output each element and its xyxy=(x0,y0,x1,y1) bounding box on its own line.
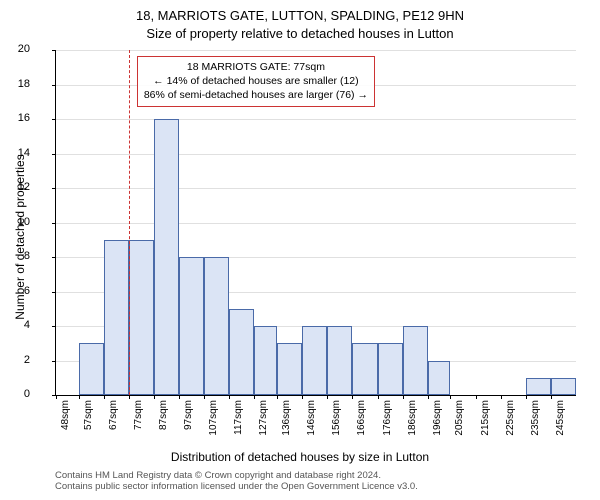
histogram-bar xyxy=(129,240,154,395)
xtick-label: 225sqm xyxy=(505,400,516,444)
xtick-mark xyxy=(204,395,205,399)
ytick-mark xyxy=(52,292,56,293)
histogram-bar xyxy=(79,343,104,395)
xtick-label: 235sqm xyxy=(530,400,541,444)
chart-container: 18, MARRIOTS GATE, LUTTON, SPALDING, PE1… xyxy=(0,0,600,500)
xtick-label: 205sqm xyxy=(454,400,465,444)
ytick-label: 12 xyxy=(0,181,30,193)
xtick-label: 67sqm xyxy=(108,400,119,444)
reference-line xyxy=(129,50,130,395)
ytick-label: 4 xyxy=(0,319,30,331)
grid-line xyxy=(56,188,576,189)
xtick-mark xyxy=(277,395,278,399)
xtick-label: 77sqm xyxy=(133,400,144,444)
xtick-mark xyxy=(476,395,477,399)
grid-line xyxy=(56,119,576,120)
xtick-label: 196sqm xyxy=(432,400,443,444)
xtick-mark xyxy=(179,395,180,399)
histogram-bar xyxy=(327,326,352,395)
histogram-bar xyxy=(254,326,277,395)
histogram-bar xyxy=(229,309,254,395)
histogram-bar xyxy=(428,361,451,396)
xtick-label: 117sqm xyxy=(233,400,244,444)
histogram-bar xyxy=(179,257,204,395)
annotation-line3: 86% of semi-detached houses are larger (… xyxy=(144,89,368,101)
xtick-mark xyxy=(428,395,429,399)
x-axis-label: Distribution of detached houses by size … xyxy=(0,450,600,464)
footer-line2: Contains public sector information licen… xyxy=(55,481,418,492)
annotation-line1: 18 MARRIOTS GATE: 77sqm xyxy=(187,61,325,73)
plot-area: 48sqm57sqm67sqm77sqm87sqm97sqm107sqm117s… xyxy=(55,50,576,396)
ytick-label: 8 xyxy=(0,250,30,262)
xtick-mark xyxy=(154,395,155,399)
xtick-label: 186sqm xyxy=(407,400,418,444)
grid-line xyxy=(56,154,576,155)
histogram-bar xyxy=(104,240,129,395)
histogram-bar xyxy=(204,257,229,395)
xtick-label: 107sqm xyxy=(208,400,219,444)
annotation-line2: ← 14% of detached houses are smaller (12… xyxy=(153,75,358,87)
xtick-mark xyxy=(327,395,328,399)
xtick-mark xyxy=(378,395,379,399)
xtick-mark xyxy=(526,395,527,399)
xtick-label: 166sqm xyxy=(356,400,367,444)
xtick-label: 57sqm xyxy=(83,400,94,444)
annotation-box: 18 MARRIOTS GATE: 77sqm ← 14% of detached… xyxy=(137,56,375,107)
ytick-mark xyxy=(52,361,56,362)
histogram-bar xyxy=(526,378,551,395)
xtick-mark xyxy=(229,395,230,399)
xtick-mark xyxy=(254,395,255,399)
footer-attribution: Contains HM Land Registry data © Crown c… xyxy=(55,470,418,493)
ytick-mark xyxy=(52,223,56,224)
histogram-bar xyxy=(352,343,377,395)
xtick-label: 176sqm xyxy=(382,400,393,444)
xtick-mark xyxy=(352,395,353,399)
xtick-mark xyxy=(104,395,105,399)
xtick-label: 245sqm xyxy=(555,400,566,444)
ytick-mark xyxy=(52,188,56,189)
ytick-mark xyxy=(52,119,56,120)
xtick-label: 127sqm xyxy=(258,400,269,444)
ytick-mark xyxy=(52,257,56,258)
histogram-bar xyxy=(154,119,179,395)
ytick-label: 16 xyxy=(0,112,30,124)
ytick-label: 10 xyxy=(0,216,30,228)
xtick-mark xyxy=(79,395,80,399)
xtick-label: 156sqm xyxy=(331,400,342,444)
xtick-label: 97sqm xyxy=(183,400,194,444)
y-axis-label: Number of detached properties xyxy=(13,87,27,387)
histogram-bar xyxy=(551,378,576,395)
xtick-label: 48sqm xyxy=(60,400,71,444)
ytick-mark xyxy=(52,154,56,155)
ytick-mark xyxy=(52,326,56,327)
ytick-label: 20 xyxy=(0,43,30,55)
grid-line xyxy=(56,223,576,224)
xtick-mark xyxy=(403,395,404,399)
footer-line1: Contains HM Land Registry data © Crown c… xyxy=(55,470,381,481)
histogram-bar xyxy=(302,326,327,395)
chart-title-sub: Size of property relative to detached ho… xyxy=(0,26,600,41)
xtick-label: 146sqm xyxy=(306,400,317,444)
xtick-mark xyxy=(129,395,130,399)
chart-title-main: 18, MARRIOTS GATE, LUTTON, SPALDING, PE1… xyxy=(0,8,600,23)
ytick-mark xyxy=(52,85,56,86)
histogram-bar xyxy=(403,326,428,395)
xtick-label: 215sqm xyxy=(480,400,491,444)
ytick-label: 2 xyxy=(0,354,30,366)
ytick-label: 0 xyxy=(0,388,30,400)
xtick-mark xyxy=(56,395,57,399)
ytick-mark xyxy=(52,50,56,51)
xtick-label: 87sqm xyxy=(158,400,169,444)
xtick-mark xyxy=(450,395,451,399)
grid-line xyxy=(56,50,576,51)
ytick-label: 18 xyxy=(0,78,30,90)
histogram-bar xyxy=(277,343,302,395)
xtick-mark xyxy=(551,395,552,399)
ytick-label: 6 xyxy=(0,285,30,297)
histogram-bar xyxy=(378,343,403,395)
xtick-mark xyxy=(501,395,502,399)
ytick-label: 14 xyxy=(0,147,30,159)
xtick-mark xyxy=(302,395,303,399)
xtick-label: 136sqm xyxy=(281,400,292,444)
